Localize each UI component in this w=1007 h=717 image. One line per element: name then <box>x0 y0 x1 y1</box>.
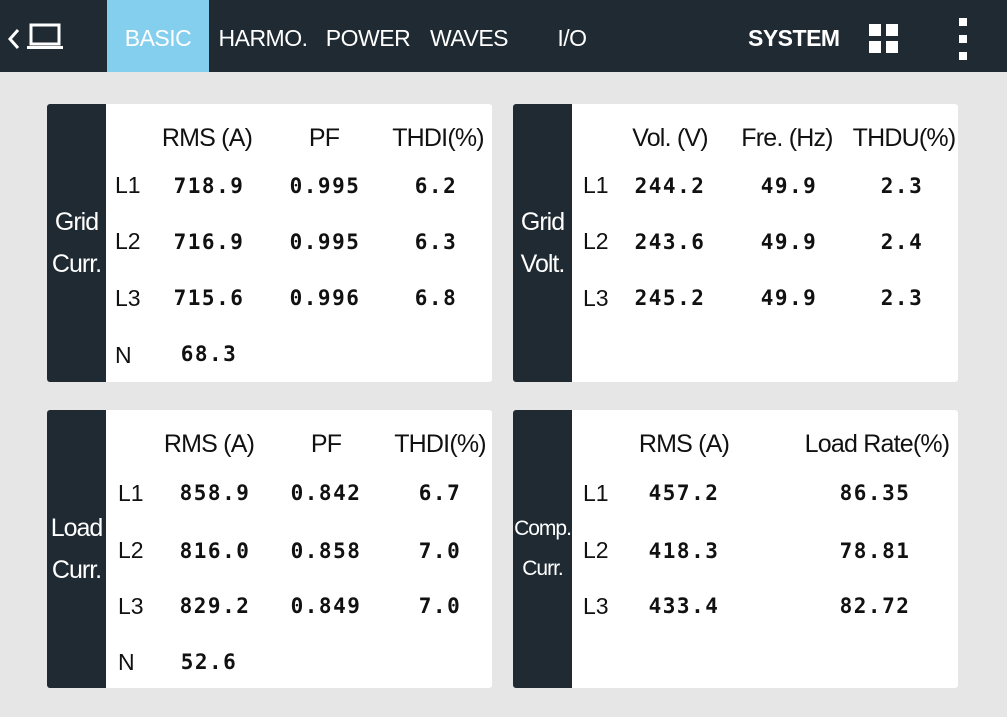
row-label: L3 <box>115 285 141 311</box>
side-label-line: Curr. <box>51 250 102 278</box>
value-cell: 243.6 <box>634 230 706 254</box>
column-header: Vol. (V) <box>632 124 708 152</box>
chevron-left-icon[interactable] <box>6 26 22 52</box>
column-header: PF <box>310 430 342 458</box>
row-label: L1 <box>583 172 609 198</box>
side-label-line: Grid <box>520 208 565 236</box>
side-label-line: Comp. <box>514 517 572 540</box>
value-cell: 858.9 <box>179 481 251 505</box>
row-label: L2 <box>118 537 144 563</box>
value-cell: 0.858 <box>290 539 362 563</box>
tab-harmo[interactable]: HARMO. <box>218 25 309 51</box>
row-label: L2 <box>583 537 609 563</box>
row-label: N <box>118 649 135 675</box>
value-cell: 418.3 <box>648 539 720 563</box>
value-cell: 0.995 <box>289 230 361 254</box>
row-label: L3 <box>118 593 144 619</box>
value-cell: 2.3 <box>880 174 924 198</box>
value-cell: 49.9 <box>760 230 818 254</box>
panel-side-label: Grid Curr. <box>47 104 106 382</box>
tab-waves[interactable]: WAVES <box>429 25 509 51</box>
column-header: RMS (A) <box>638 430 730 458</box>
value-cell: 7.0 <box>418 594 462 618</box>
value-cell: 829.2 <box>179 594 251 618</box>
value-cell: 49.9 <box>760 174 818 198</box>
value-cell: 49.9 <box>760 286 818 310</box>
value-cell: 457.2 <box>648 481 720 505</box>
column-header: Load Rate(%) <box>804 430 950 458</box>
value-cell: 0.996 <box>289 286 361 310</box>
grid-current-panel: Grid Curr. RMS (A) PF THDI(%) L1 718.9 0… <box>47 104 492 382</box>
value-cell: 2.3 <box>880 286 924 310</box>
row-label: L2 <box>583 228 609 254</box>
side-label-line: Volt. <box>520 250 566 278</box>
value-cell: 0.849 <box>290 594 362 618</box>
panel-side-label: Grid Volt. <box>513 104 572 382</box>
value-cell: 6.8 <box>414 286 458 310</box>
value-cell: 6.2 <box>414 174 458 198</box>
value-cell: 0.995 <box>289 174 361 198</box>
top-navigation-bar: BASIC HARMO. POWER WAVES I/O SYSTEM <box>0 0 1007 72</box>
tab-basic[interactable]: BASIC <box>107 0 209 72</box>
column-header: THDI(%) <box>392 124 484 152</box>
value-cell: 68.3 <box>180 342 238 366</box>
column-header: THDU(%) <box>852 124 957 152</box>
side-label-line: Curr. <box>522 557 564 580</box>
value-cell: 715.6 <box>173 286 245 310</box>
grid-voltage-panel: Grid Volt. Vol. (V) Fre. (Hz) THDU(%) L1… <box>513 104 958 382</box>
value-cell: 78.81 <box>839 539 911 563</box>
value-cell: 52.6 <box>180 650 238 674</box>
value-cell: 433.4 <box>648 594 720 618</box>
column-header: RMS (A) <box>161 124 253 152</box>
column-header: Fre. (Hz) <box>741 124 833 152</box>
value-cell: 86.35 <box>839 481 911 505</box>
value-cell: 244.2 <box>634 174 706 198</box>
more-vertical-icon[interactable] <box>956 18 970 60</box>
column-header: RMS (A) <box>163 430 255 458</box>
row-label: L1 <box>583 480 609 506</box>
value-cell: 6.7 <box>418 481 462 505</box>
system-button[interactable]: SYSTEM <box>748 25 840 51</box>
row-label: N <box>115 342 132 368</box>
laptop-icon[interactable] <box>26 22 64 52</box>
value-cell: 716.9 <box>173 230 245 254</box>
panel-side-label: Comp. Curr. <box>513 410 572 688</box>
value-cell: 0.842 <box>290 481 362 505</box>
row-label: L1 <box>118 480 144 506</box>
side-label-line: Grid <box>54 208 99 236</box>
value-cell: 816.0 <box>179 539 251 563</box>
value-cell: 718.9 <box>173 174 245 198</box>
value-cell: 245.2 <box>634 286 706 310</box>
value-cell: 7.0 <box>418 539 462 563</box>
column-header: PF <box>308 124 340 152</box>
load-current-panel: Load Curr. RMS (A) PF THDI(%) L1 858.9 0… <box>47 410 492 688</box>
row-label: L2 <box>115 228 141 254</box>
row-label: L3 <box>583 593 609 619</box>
value-cell: 6.3 <box>414 230 458 254</box>
side-label-line: Load <box>50 514 104 542</box>
row-label: L3 <box>583 285 609 311</box>
value-cell: 2.4 <box>880 230 924 254</box>
grid-icon[interactable] <box>869 24 899 54</box>
tab-power[interactable]: POWER <box>325 25 411 51</box>
value-cell: 82.72 <box>839 594 911 618</box>
row-label: L1 <box>115 172 141 198</box>
compensation-current-panel: Comp. Curr. RMS (A) Load Rate(%) L1 457.… <box>513 410 958 688</box>
panel-side-label: Load Curr. <box>47 410 106 688</box>
side-label-line: Curr. <box>51 556 102 584</box>
column-header: THDI(%) <box>394 430 486 458</box>
tab-io[interactable]: I/O <box>557 25 587 51</box>
